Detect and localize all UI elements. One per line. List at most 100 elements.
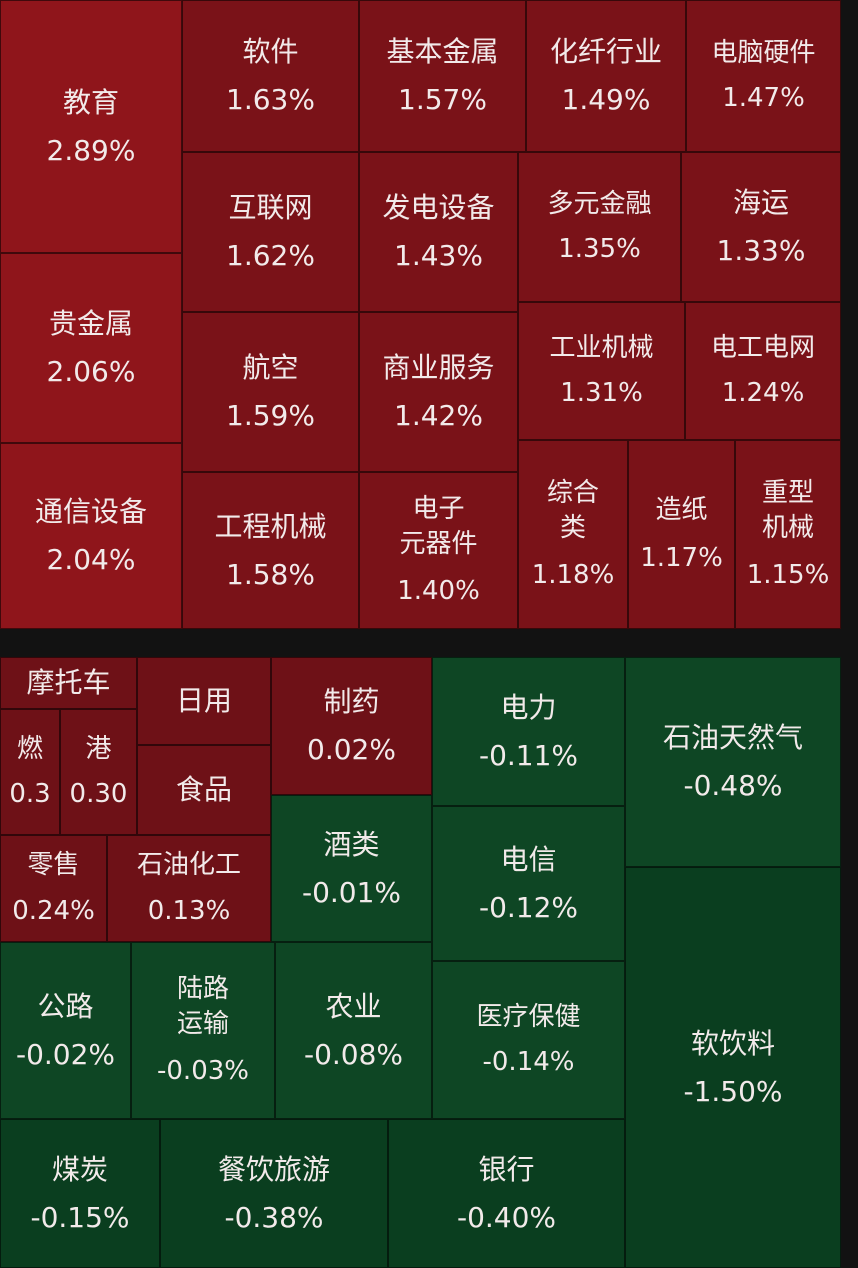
tile-工程机械[interactable]: 工程机械 1.58% — [182, 472, 359, 629]
tile-change: -0.14% — [482, 1047, 575, 1077]
tile-银行[interactable]: 银行 -0.40% — [388, 1119, 625, 1268]
tile-name: 航空 — [242, 351, 299, 385]
tile-name: 零售 — [27, 850, 80, 881]
tile-零售[interactable]: 零售 0.24% — [0, 835, 107, 942]
tile-change: -0.40% — [456, 1200, 557, 1234]
tile-name: 港 — [85, 733, 112, 764]
tile-name: 农业 — [325, 989, 382, 1023]
tile-name: 银行 — [478, 1152, 535, 1186]
tile-摩托车[interactable]: 摩托车 — [0, 657, 137, 709]
tile-name: 软饮料 — [690, 1026, 775, 1060]
tile-电子元器件[interactable]: 电子 元器件 1.40% — [359, 472, 518, 629]
tile-change: 1.24% — [721, 378, 805, 408]
tile-公路[interactable]: 公路 -0.02% — [0, 942, 131, 1119]
tile-综合类[interactable]: 综合 类 1.18% — [518, 440, 628, 629]
tile-电工电网[interactable]: 电工电网 1.24% — [685, 302, 841, 440]
tile-name: 多元金融 — [547, 188, 652, 219]
tile-name: 制药 — [323, 685, 380, 719]
tile-石油天然气[interactable]: 石油天然气 -0.48% — [625, 657, 841, 867]
tile-name: 教育 — [62, 85, 119, 119]
tile-工业机械[interactable]: 工业机械 1.31% — [518, 302, 685, 440]
tile-餐饮旅游[interactable]: 餐饮旅游 -0.38% — [160, 1119, 388, 1268]
tile-软饮料[interactable]: 软饮料 -1.50% — [625, 867, 841, 1268]
tile-name: 化纤行业 — [549, 35, 662, 69]
tile-name: 海运 — [732, 186, 789, 220]
tile-change: 2.04% — [46, 543, 136, 576]
tile-贵金属[interactable]: 贵金属 2.06% — [0, 253, 182, 443]
tile-change: 1.57% — [398, 83, 487, 116]
tile-日用[interactable]: 日用 — [137, 657, 271, 745]
tile-航空[interactable]: 航空 1.59% — [182, 312, 359, 472]
tile-互联网[interactable]: 互联网 1.62% — [182, 152, 359, 312]
tile-重型机械[interactable]: 重型 机械 1.15% — [735, 440, 841, 629]
tile-change: 1.33% — [716, 234, 806, 267]
tile-发电设备[interactable]: 发电设备 1.43% — [359, 152, 518, 312]
tile-name: 电信 — [500, 842, 557, 876]
tile-change: 0.02% — [307, 733, 396, 766]
tile-name: 煤炭 — [51, 1152, 108, 1186]
tile-陆路运输[interactable]: 陆路 运输 -0.03% — [131, 942, 275, 1119]
tile-name: 工程机械 — [214, 509, 327, 543]
tile-name: 电力 — [500, 690, 557, 724]
tile-name: 餐饮旅游 — [217, 1152, 330, 1186]
tile-name: 摩托车 — [26, 666, 111, 700]
tile-change: -0.02% — [15, 1037, 116, 1071]
tile-name: 发电设备 — [382, 191, 495, 225]
tile-name: 电子 元器件 — [399, 493, 478, 559]
tile-change: -1.50% — [683, 1074, 783, 1108]
tile-change: 1.63% — [226, 83, 315, 116]
tile-change: -0.11% — [478, 738, 579, 772]
tile-change: -0.48% — [683, 769, 783, 802]
tile-change: 1.17% — [640, 542, 723, 573]
tile-海运[interactable]: 海运 1.33% — [681, 152, 841, 302]
tile-多元金融[interactable]: 多元金融 1.35% — [518, 152, 681, 302]
tile-电信[interactable]: 电信 -0.12% — [432, 806, 625, 961]
tile-change: 1.35% — [558, 234, 641, 264]
tile-change: 1.49% — [561, 83, 651, 116]
tile-电力[interactable]: 电力 -0.11% — [432, 657, 625, 806]
tile-港[interactable]: 港 0.30 — [60, 709, 137, 835]
tile-change: 1.40% — [397, 576, 480, 607]
tile-change: 1.31% — [560, 378, 643, 408]
tile-change: 0.3 — [9, 779, 51, 809]
tile-软件[interactable]: 软件 1.63% — [182, 0, 359, 152]
tile-化纤行业[interactable]: 化纤行业 1.49% — [526, 0, 686, 152]
tile-name: 陆路 运输 — [176, 973, 229, 1039]
tile-电脑硬件[interactable]: 电脑硬件 1.47% — [686, 0, 841, 152]
tile-商业服务[interactable]: 商业服务 1.42% — [359, 312, 518, 472]
tile-change: 1.58% — [226, 557, 315, 591]
tile-name: 造纸 — [655, 495, 708, 526]
tile-change: 1.59% — [226, 399, 315, 432]
tile-change: -0.12% — [478, 890, 579, 924]
tile-change: 1.62% — [226, 239, 315, 272]
tile-change: 1.47% — [722, 83, 805, 113]
tile-农业[interactable]: 农业 -0.08% — [275, 942, 432, 1119]
tile-教育[interactable]: 教育 2.89% — [0, 0, 182, 253]
tile-change: 1.43% — [394, 239, 483, 272]
tile-name: 公路 — [37, 989, 94, 1023]
tile-change: -0.08% — [303, 1037, 404, 1071]
tile-change: 1.15% — [746, 560, 830, 591]
tile-医疗保健[interactable]: 医疗保健 -0.14% — [432, 961, 625, 1119]
tile-石油化工[interactable]: 石油化工 0.13% — [107, 835, 271, 942]
tile-煤炭[interactable]: 煤炭 -0.15% — [0, 1119, 160, 1268]
tile-食品[interactable]: 食品 — [137, 745, 271, 835]
tile-change: 0.30 — [69, 779, 128, 809]
tile-name: 基本金属 — [386, 35, 499, 69]
tile-通信设备[interactable]: 通信设备 2.04% — [0, 443, 182, 629]
tile-change: -0.38% — [224, 1200, 324, 1234]
tile-造纸[interactable]: 造纸 1.17% — [628, 440, 735, 629]
tile-name: 石油天然气 — [662, 721, 803, 755]
tile-name: 食品 — [175, 773, 232, 807]
tile-name: 电工电网 — [710, 332, 815, 363]
tile-燃[interactable]: 燃 0.3 — [0, 709, 60, 835]
tile-酒类[interactable]: 酒类 -0.01% — [271, 795, 432, 942]
tile-name: 软件 — [242, 35, 299, 69]
tile-基本金属[interactable]: 基本金属 1.57% — [359, 0, 526, 152]
tile-change: 2.89% — [46, 133, 136, 167]
tile-name: 石油化工 — [136, 850, 241, 881]
tile-name: 酒类 — [323, 827, 380, 861]
tile-name: 电脑硬件 — [711, 37, 816, 68]
tile-制药[interactable]: 制药 0.02% — [271, 657, 432, 795]
